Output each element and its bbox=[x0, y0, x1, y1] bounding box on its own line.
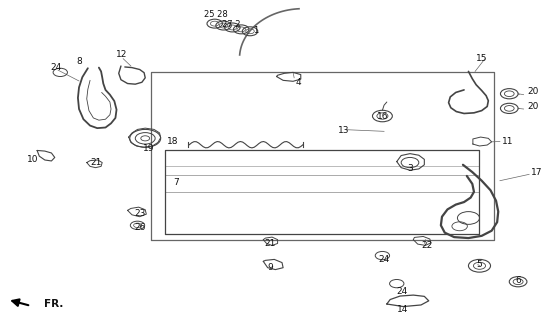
Text: 12: 12 bbox=[116, 50, 128, 59]
Text: 14: 14 bbox=[397, 305, 408, 314]
Text: 17: 17 bbox=[531, 168, 543, 177]
Text: 6: 6 bbox=[515, 276, 521, 285]
Text: 21: 21 bbox=[264, 239, 275, 248]
Text: 23: 23 bbox=[134, 209, 145, 218]
Text: 25 28: 25 28 bbox=[204, 10, 228, 19]
Text: 20: 20 bbox=[528, 87, 539, 96]
Text: 4: 4 bbox=[296, 78, 301, 87]
Text: 13: 13 bbox=[338, 126, 349, 135]
Text: 1: 1 bbox=[253, 27, 258, 36]
Text: 21: 21 bbox=[90, 158, 101, 167]
Text: 24: 24 bbox=[50, 63, 61, 72]
Text: FR.: FR. bbox=[44, 299, 63, 309]
Text: 20: 20 bbox=[528, 102, 539, 111]
Text: 22: 22 bbox=[421, 241, 432, 250]
Text: 11: 11 bbox=[502, 137, 513, 146]
Text: 3: 3 bbox=[407, 164, 413, 173]
Text: 27 2: 27 2 bbox=[222, 20, 241, 29]
Text: 7: 7 bbox=[173, 179, 179, 188]
Text: 10: 10 bbox=[27, 155, 39, 164]
Text: 15: 15 bbox=[476, 53, 487, 62]
Text: 24: 24 bbox=[378, 255, 390, 264]
Text: 26: 26 bbox=[134, 223, 145, 232]
Text: 8: 8 bbox=[76, 57, 82, 66]
Text: 24: 24 bbox=[397, 287, 408, 296]
Text: 19: 19 bbox=[143, 144, 154, 153]
Text: 9: 9 bbox=[267, 263, 273, 272]
Text: 18: 18 bbox=[167, 137, 178, 146]
Text: 16: 16 bbox=[377, 112, 388, 121]
Text: 5: 5 bbox=[477, 260, 482, 269]
